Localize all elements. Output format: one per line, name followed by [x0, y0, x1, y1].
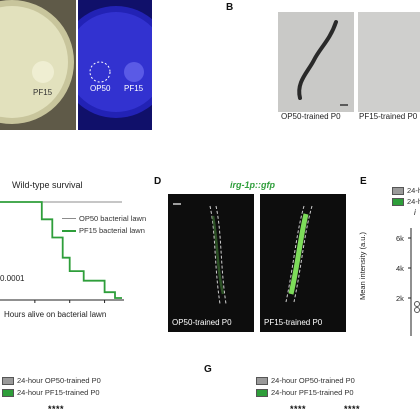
pf15-label-left: PF15	[33, 88, 53, 97]
chart-title: Wild-type survival	[12, 180, 83, 190]
legend-e-pf15: 24-h	[392, 197, 420, 206]
tick-4k: 4k	[396, 264, 404, 273]
panel-e-letter: E	[360, 176, 367, 187]
survival-chart: 204060	[0, 201, 124, 303]
panel-g-letter: G	[204, 364, 212, 375]
caption-b-op50: OP50-trained P0	[281, 112, 341, 121]
panel-e-ylabel: Mean intensity (a.u.)	[358, 232, 367, 300]
swatch-f-gray	[2, 376, 14, 385]
legend-g-label-pf15: 24-hour PF15-trained P0	[271, 388, 354, 397]
legend-e-label-1: 24-h	[407, 186, 420, 195]
gfp-caption-op50: OP50-trained P0	[172, 318, 232, 327]
legend-line-op50	[62, 218, 76, 219]
swatch-f-green	[2, 388, 14, 397]
x-axis-label: Hours alive on bacterial lawn	[4, 310, 107, 319]
significance-g-2: ****	[344, 404, 361, 414]
panel-d-letter: D	[154, 176, 162, 187]
legend-op50: OP50 bacterial lawn	[62, 214, 146, 223]
legend-label-pf15: PF15 bacterial lawn	[79, 226, 145, 235]
legend-f-op50: 24-hour OP50-trained P0	[2, 376, 101, 385]
micrograph-op50	[278, 12, 354, 112]
legend-g-label-op50: 24-hour OP50-trained P0	[271, 376, 355, 385]
swatch-e-green	[392, 197, 404, 206]
plate-photo-right	[78, 0, 152, 130]
legend-f-label-op50: 24-hour OP50-trained P0	[17, 376, 101, 385]
panel-b-letter: B	[226, 2, 234, 13]
caption-b-pf15: PF15-trained P0	[359, 112, 418, 121]
legend-e-label-2: 24-h	[407, 197, 420, 206]
gfp-image-op50	[168, 194, 254, 332]
tick-2k: 2k	[396, 294, 404, 303]
swatch-g-green	[256, 388, 268, 397]
panel-e-partial-title: i	[414, 208, 416, 217]
gfp-image-pf15	[260, 194, 346, 332]
legend-f-pf15: 24-hour PF15-trained P0	[2, 388, 100, 397]
series-pf15-line	[0, 201, 122, 299]
legend-g-pf15: 24-hour PF15-trained P0	[256, 388, 354, 397]
panel-e-axis	[408, 228, 420, 336]
pf15-label-right: PF15	[124, 84, 144, 93]
panel-a: PF15 OP50 PF15	[0, 0, 152, 130]
legend-e-op50: 24-h	[392, 186, 420, 195]
legend-f-label-pf15: 24-hour PF15-trained P0	[17, 388, 100, 397]
panel-d-title: irg-1p::gfp	[230, 180, 275, 190]
panel-b: OP50-trained P0 PF15-trained P0	[278, 12, 420, 121]
p-value: 0.0001	[0, 274, 25, 283]
tick-6k: 6k	[396, 234, 404, 243]
swatch-e-gray	[392, 186, 404, 195]
plate-photo-left	[0, 0, 76, 130]
swatch-g-gray	[256, 376, 268, 385]
significance-g-1: ****	[290, 404, 307, 414]
significance-f: ****	[48, 404, 65, 414]
panel-c: Wild-type survival OP50 bacterial lawn P…	[0, 170, 150, 319]
legend-line-pf15	[62, 229, 76, 232]
legend-g-op50: 24-hour OP50-trained P0	[256, 376, 355, 385]
panel-d: OP50-trained P0 PF15-trained P0	[168, 194, 350, 332]
legend-label-op50: OP50 bacterial lawn	[79, 214, 147, 223]
micrograph-pf15	[358, 12, 420, 112]
gfp-caption-pf15: PF15-trained P0	[264, 318, 323, 327]
op50-label: OP50	[90, 84, 111, 93]
legend-pf15: PF15 bacterial lawn	[62, 226, 145, 235]
